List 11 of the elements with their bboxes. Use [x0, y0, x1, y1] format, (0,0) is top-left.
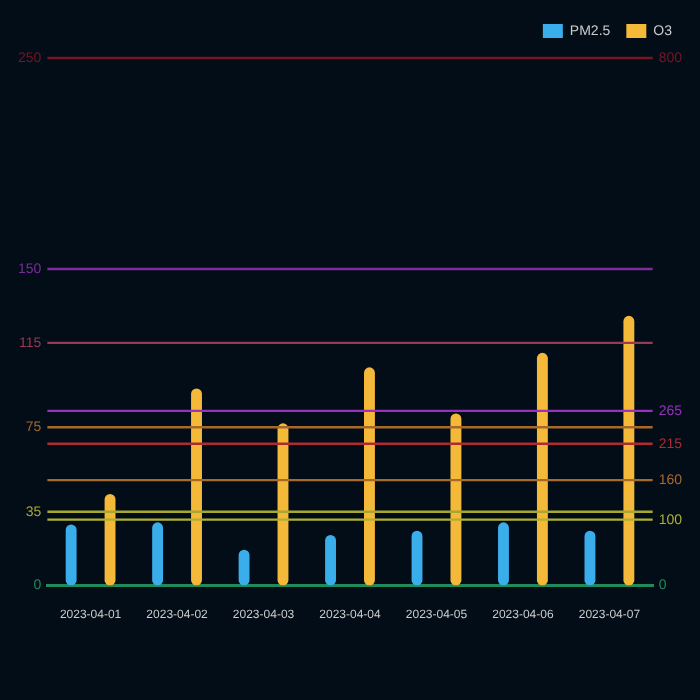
bar — [536, 352, 548, 586]
bar — [325, 534, 336, 586]
bar — [191, 388, 202, 586]
bar — [364, 367, 375, 586]
bar — [65, 524, 77, 586]
bar — [623, 315, 635, 586]
bar — [498, 522, 509, 586]
bar — [411, 530, 423, 586]
bar — [450, 413, 462, 586]
bar — [584, 530, 596, 586]
bar — [152, 522, 164, 586]
